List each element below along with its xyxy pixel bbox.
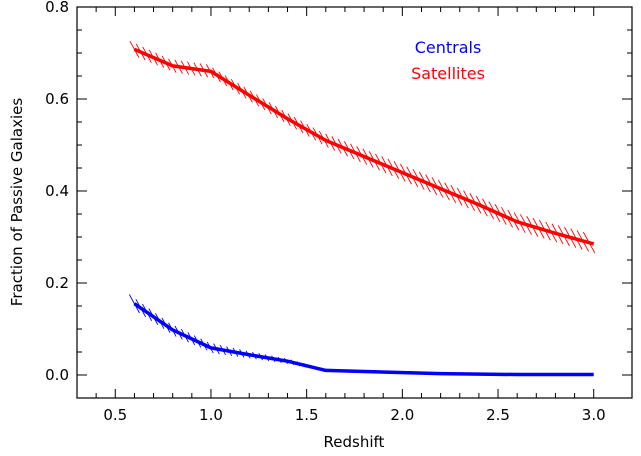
x-axis: 0.5 1.0 1.5 2.0 2.5 3.0 xyxy=(95,7,606,424)
error-band-satellites xyxy=(129,40,596,254)
series-line-centrals xyxy=(133,302,594,377)
x-tick-label: 2.5 xyxy=(486,406,510,424)
error-band-centrals xyxy=(128,294,313,370)
x-axis-title: Redshift xyxy=(324,433,385,451)
x-tick-label: 3.0 xyxy=(582,406,606,424)
y-tick-label: 0.8 xyxy=(45,0,69,16)
legend: Centrals Satellites xyxy=(411,38,485,83)
x-tick-label: 0.5 xyxy=(103,406,127,424)
legend-entry: Centrals xyxy=(415,38,482,57)
x-tick-label: 2.0 xyxy=(390,406,414,424)
legend-entry: Satellites xyxy=(411,64,485,83)
y-tick-label: 0.2 xyxy=(45,274,69,292)
y-axis: 0.0 0.2 0.4 0.6 0.8 xyxy=(45,0,632,399)
series-line-satellites xyxy=(133,47,595,246)
plot-frame xyxy=(76,6,633,399)
error-bands xyxy=(128,40,596,370)
y-tick-label: 0.0 xyxy=(45,366,69,384)
x-tick-label: 1.0 xyxy=(199,406,223,424)
x-tick-label: 1.5 xyxy=(295,406,319,424)
series-lines xyxy=(133,47,595,377)
y-tick-label: 0.4 xyxy=(45,182,69,200)
y-tick-label: 0.6 xyxy=(45,90,69,108)
y-axis-title: Fraction of Passive Galaxies xyxy=(8,98,26,307)
